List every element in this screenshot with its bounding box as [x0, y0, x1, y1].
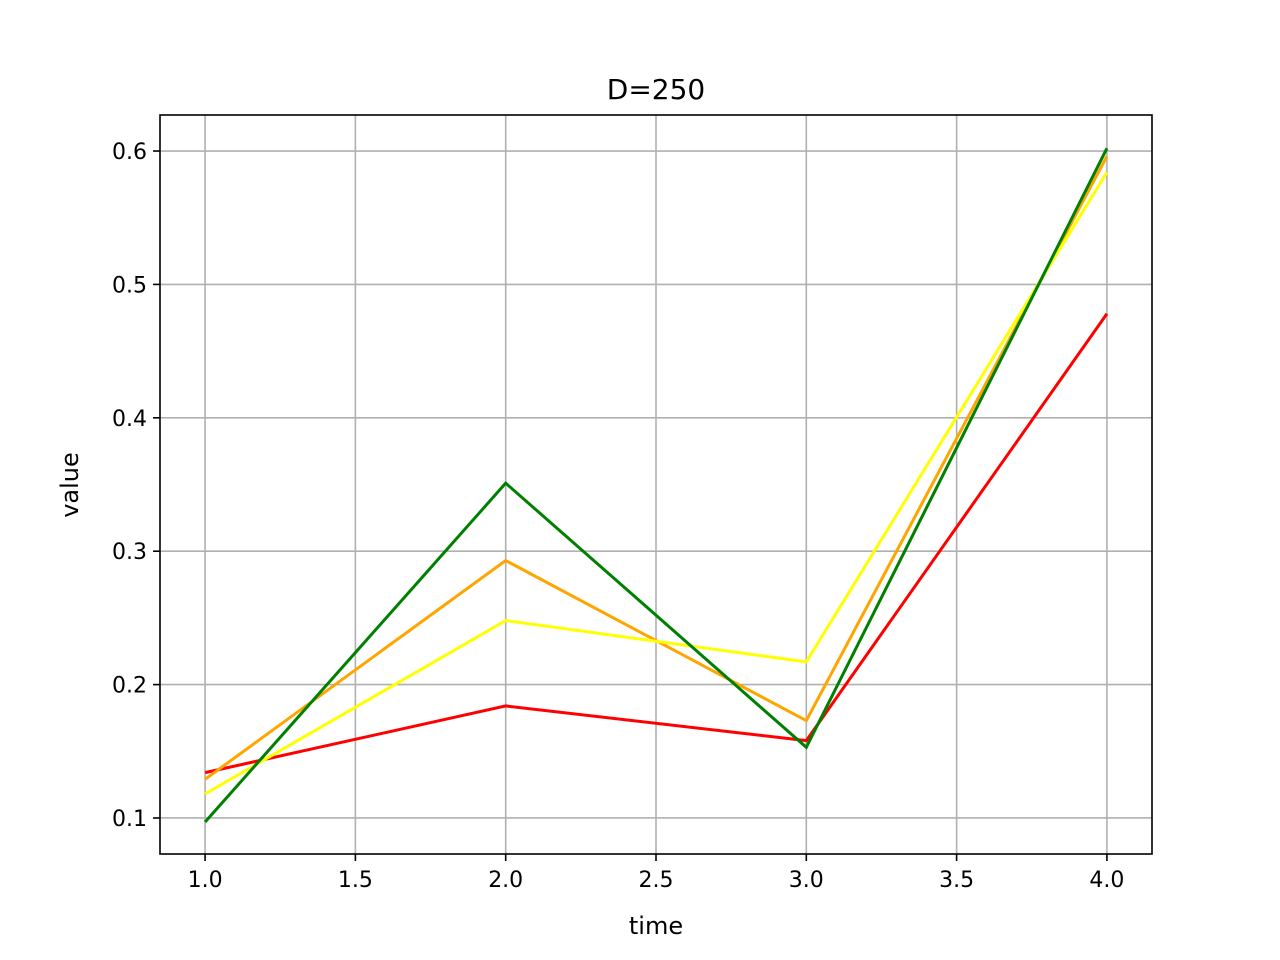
series-line-4 — [203, 147, 1109, 823]
axis-ticks: 1.0 1.5 2.0 2.5 3.0 3.5 4.0 0.1 0.2 0.3 0.4 0.5 0.6 — [112, 140, 1124, 893]
x-tick-label: 3.5 — [939, 868, 974, 893]
y-tick-label: 0.4 — [112, 407, 147, 432]
x-tick-label: 1.0 — [188, 868, 223, 893]
series-line-3 — [204, 171, 1109, 796]
x-tick-label: 2.5 — [639, 868, 674, 893]
y-tick-label: 0.3 — [112, 540, 147, 565]
y-tick-label: 0.2 — [112, 674, 147, 699]
y-tick-label: 0.6 — [112, 140, 147, 165]
x-axis-label: time — [629, 912, 683, 940]
chart-title: D=250 — [607, 73, 705, 106]
y-axis-label: value — [56, 452, 84, 518]
x-tick-label: 2.0 — [488, 868, 523, 893]
x-tick-label: 3.0 — [789, 868, 824, 893]
series-line-1 — [204, 312, 1109, 775]
grid — [160, 115, 1152, 854]
y-tick-label: 0.5 — [112, 273, 147, 298]
series-lines — [203, 147, 1109, 823]
x-tick-label: 1.5 — [338, 868, 373, 893]
x-tick-label: 4.0 — [1089, 868, 1124, 893]
y-tick-label: 0.1 — [112, 807, 147, 832]
